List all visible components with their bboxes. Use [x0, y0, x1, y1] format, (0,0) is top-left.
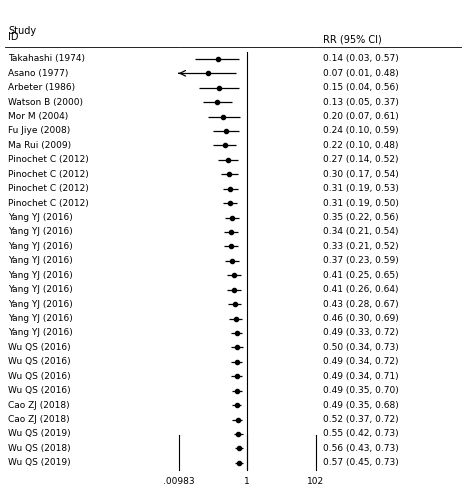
Text: Wu QS (2019): Wu QS (2019) [8, 458, 71, 468]
Text: 0.07 (0.01, 0.48): 0.07 (0.01, 0.48) [323, 69, 399, 78]
Text: 0.49 (0.35, 0.68): 0.49 (0.35, 0.68) [323, 400, 399, 409]
Text: 0.43 (0.28, 0.67): 0.43 (0.28, 0.67) [323, 300, 399, 308]
Text: Wu QS (2016): Wu QS (2016) [8, 358, 71, 366]
Text: Arbeter (1986): Arbeter (1986) [8, 83, 75, 92]
Text: 0.20 (0.07, 0.61): 0.20 (0.07, 0.61) [323, 112, 399, 121]
Text: 1: 1 [244, 477, 250, 486]
Text: Watson B (2000): Watson B (2000) [8, 98, 83, 106]
Text: Yang YJ (2016): Yang YJ (2016) [8, 300, 73, 308]
Text: Cao ZJ (2018): Cao ZJ (2018) [8, 400, 70, 409]
Text: Wu QS (2016): Wu QS (2016) [8, 343, 71, 352]
Text: Cao ZJ (2018): Cao ZJ (2018) [8, 415, 70, 424]
Text: Yang YJ (2016): Yang YJ (2016) [8, 270, 73, 280]
Text: 0.56 (0.43, 0.73): 0.56 (0.43, 0.73) [323, 444, 399, 453]
Text: Wu QS (2018): Wu QS (2018) [8, 444, 71, 453]
Text: .00983: .00983 [163, 477, 194, 486]
Text: 0.22 (0.10, 0.48): 0.22 (0.10, 0.48) [323, 141, 399, 150]
Text: 0.55 (0.42, 0.73): 0.55 (0.42, 0.73) [323, 430, 399, 438]
Text: 0.31 (0.19, 0.53): 0.31 (0.19, 0.53) [323, 184, 399, 193]
Text: 0.31 (0.19, 0.50): 0.31 (0.19, 0.50) [323, 198, 399, 207]
Text: Yang YJ (2016): Yang YJ (2016) [8, 328, 73, 338]
Text: 0.46 (0.30, 0.69): 0.46 (0.30, 0.69) [323, 314, 399, 323]
Text: Ma Rui (2009): Ma Rui (2009) [8, 141, 71, 150]
Text: 0.49 (0.35, 0.70): 0.49 (0.35, 0.70) [323, 386, 399, 395]
Text: 0.13 (0.05, 0.37): 0.13 (0.05, 0.37) [323, 98, 399, 106]
Text: Wu QS (2016): Wu QS (2016) [8, 372, 71, 380]
Text: Pinochet C (2012): Pinochet C (2012) [8, 184, 89, 193]
Text: ID: ID [8, 32, 19, 42]
Text: Fu Jiye (2008): Fu Jiye (2008) [8, 126, 71, 136]
Text: 0.50 (0.34, 0.73): 0.50 (0.34, 0.73) [323, 343, 399, 352]
Text: 0.15 (0.04, 0.56): 0.15 (0.04, 0.56) [323, 83, 399, 92]
Text: Pinochet C (2012): Pinochet C (2012) [8, 156, 89, 164]
Text: RR (95% CI): RR (95% CI) [323, 34, 382, 44]
Text: Pinochet C (2012): Pinochet C (2012) [8, 170, 89, 179]
Text: 0.57 (0.45, 0.73): 0.57 (0.45, 0.73) [323, 458, 399, 468]
Text: Yang YJ (2016): Yang YJ (2016) [8, 314, 73, 323]
Text: Yang YJ (2016): Yang YJ (2016) [8, 285, 73, 294]
Text: 102: 102 [307, 477, 325, 486]
Text: 0.33 (0.21, 0.52): 0.33 (0.21, 0.52) [323, 242, 399, 251]
Text: Yang YJ (2016): Yang YJ (2016) [8, 228, 73, 236]
Text: Takahashi (1974): Takahashi (1974) [8, 54, 85, 64]
Text: 0.41 (0.25, 0.65): 0.41 (0.25, 0.65) [323, 270, 399, 280]
Text: Pinochet C (2012): Pinochet C (2012) [8, 198, 89, 207]
Text: Wu QS (2016): Wu QS (2016) [8, 386, 71, 395]
Text: 0.14 (0.03, 0.57): 0.14 (0.03, 0.57) [323, 54, 399, 64]
Text: 0.27 (0.14, 0.52): 0.27 (0.14, 0.52) [323, 156, 399, 164]
Text: Wu QS (2019): Wu QS (2019) [8, 430, 71, 438]
Text: Asano (1977): Asano (1977) [8, 69, 69, 78]
Text: Yang YJ (2016): Yang YJ (2016) [8, 213, 73, 222]
Text: Yang YJ (2016): Yang YJ (2016) [8, 256, 73, 266]
Text: 0.24 (0.10, 0.59): 0.24 (0.10, 0.59) [323, 126, 399, 136]
Text: 0.34 (0.21, 0.54): 0.34 (0.21, 0.54) [323, 228, 399, 236]
Text: 0.49 (0.34, 0.72): 0.49 (0.34, 0.72) [323, 358, 399, 366]
Text: Study: Study [8, 26, 36, 36]
Text: 0.37 (0.23, 0.59): 0.37 (0.23, 0.59) [323, 256, 399, 266]
Text: Mor M (2004): Mor M (2004) [8, 112, 68, 121]
Text: 0.41 (0.26, 0.64): 0.41 (0.26, 0.64) [323, 285, 399, 294]
Text: Yang YJ (2016): Yang YJ (2016) [8, 242, 73, 251]
Text: 0.35 (0.22, 0.56): 0.35 (0.22, 0.56) [323, 213, 399, 222]
Text: 0.49 (0.34, 0.71): 0.49 (0.34, 0.71) [323, 372, 399, 380]
Text: 0.49 (0.33, 0.72): 0.49 (0.33, 0.72) [323, 328, 399, 338]
Text: 0.30 (0.17, 0.54): 0.30 (0.17, 0.54) [323, 170, 399, 179]
Text: 0.52 (0.37, 0.72): 0.52 (0.37, 0.72) [323, 415, 399, 424]
